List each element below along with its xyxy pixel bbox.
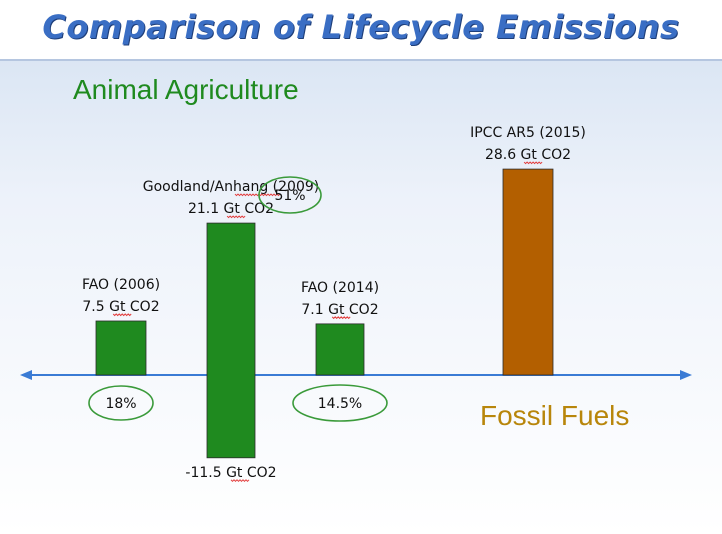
percent-oval-goodland	[258, 176, 322, 214]
percent-label-fao2006: 18%	[105, 396, 136, 412]
value-label-ipcc: 28.6 Gt CO2	[485, 147, 571, 163]
source-label-fao2014: FAO (2014)	[301, 280, 379, 296]
value-label-fao2014: 7.1 Gt CO2	[301, 302, 378, 318]
value-label-fao2006: 7.5 Gt CO2	[82, 299, 159, 315]
title-divider	[0, 59, 722, 61]
spellcheck-underline	[234, 193, 281, 197]
fossil-fuels-label: Fossil Fuels	[480, 400, 630, 431]
spellcheck-underline	[112, 313, 132, 317]
percent-label-goodland: 51%	[274, 188, 305, 204]
animal-agriculture-label: Animal Agriculture	[73, 74, 299, 105]
bar-ipcc	[502, 168, 554, 376]
source-label-goodland: Goodland/Anhang (2009)	[143, 179, 319, 195]
value-label-goodland: 21.1 Gt CO2	[188, 201, 274, 217]
bar-fao2014	[315, 323, 365, 376]
source-label-ipcc: IPCC AR5 (2015)	[470, 125, 586, 141]
spellcheck-underline	[230, 479, 250, 483]
source-label-fao2006: FAO (2006)	[82, 277, 160, 293]
bar-fao2006	[95, 320, 147, 376]
spellcheck-underline	[331, 316, 351, 320]
spellcheck-underline	[523, 161, 543, 165]
percent-oval-fao2006	[88, 385, 154, 421]
bar-goodland	[206, 222, 256, 459]
slide-title: Comparison of Lifecycle Emissions	[42, 8, 680, 46]
percent-label-fao2014: 14.5%	[318, 396, 362, 412]
neg-value-label-goodland: -11.5 Gt CO2	[185, 465, 276, 481]
percent-oval-fao2014	[292, 384, 388, 422]
spellcheck-underline	[226, 215, 246, 219]
